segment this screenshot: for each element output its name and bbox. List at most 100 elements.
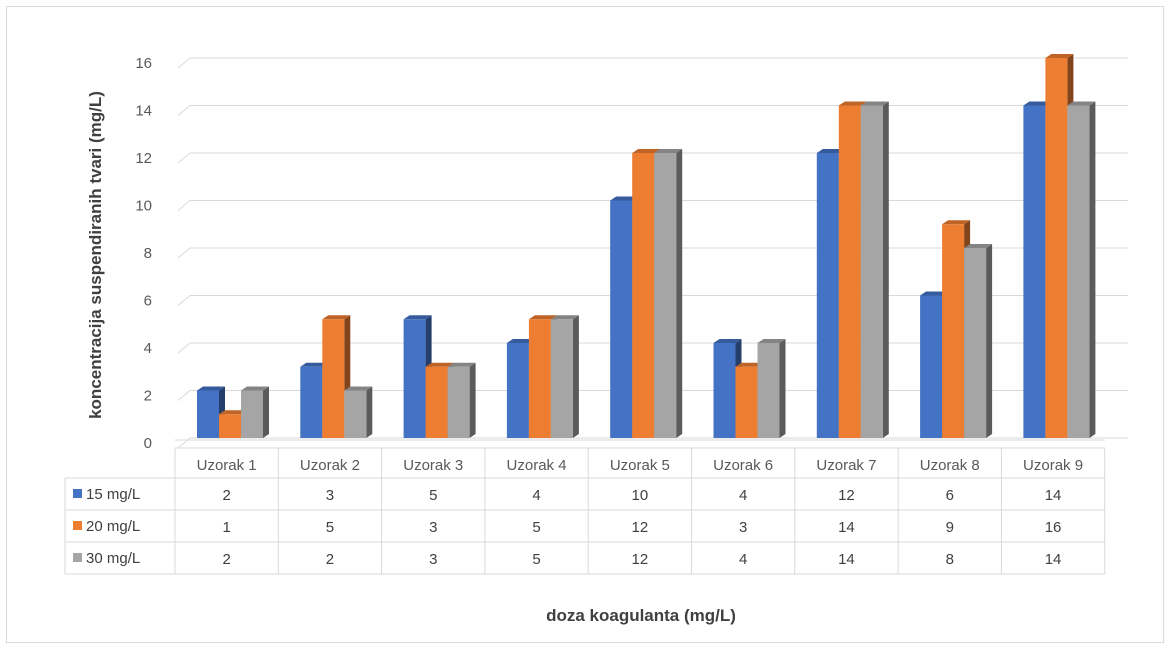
y-tick-label: 12 [135, 150, 152, 167]
data-value: 3 [429, 551, 437, 568]
bar-front [942, 224, 965, 438]
x-axis-title: doza koagulanta (mg/L) [546, 606, 736, 625]
bar-front [920, 295, 943, 438]
bar-top [1023, 101, 1052, 106]
y-tick-label: 10 [135, 198, 152, 215]
bar-top [816, 149, 845, 153]
bar-top [506, 339, 535, 343]
bar [344, 386, 373, 438]
bar-front [860, 105, 883, 438]
data-value: 4 [532, 487, 540, 504]
bar-top [550, 315, 579, 320]
data-value: 12 [632, 551, 649, 568]
bar-side [1089, 101, 1096, 438]
bar-front [241, 390, 263, 438]
category-label: Uzorak 6 [713, 457, 773, 474]
data-value: 8 [946, 551, 954, 568]
y-tick-label: 2 [144, 388, 152, 405]
bar-top [300, 362, 329, 367]
data-value: 16 [1045, 519, 1062, 536]
bars [197, 54, 1096, 438]
data-value: 10 [632, 487, 649, 504]
bar-front [1045, 58, 1068, 438]
bar-side [469, 362, 476, 438]
data-value: 3 [739, 519, 747, 536]
data-value: 14 [838, 519, 855, 536]
legend-key [73, 521, 82, 530]
bar-top [964, 244, 993, 248]
bar-front [447, 366, 470, 438]
legend-key [73, 553, 82, 562]
data-value: 5 [532, 551, 540, 568]
y-tick-label: 16 [135, 55, 152, 72]
gridline-depth [177, 200, 191, 211]
data-value: 2 [326, 551, 334, 568]
bar-side [986, 244, 993, 438]
bar-front [816, 153, 839, 438]
bar [550, 315, 579, 438]
bar-top [838, 101, 867, 106]
data-value: 2 [222, 551, 230, 568]
legend-key [73, 489, 82, 498]
bar-top [654, 149, 683, 153]
category-label: Uzorak 2 [300, 457, 360, 474]
bar [447, 362, 476, 438]
y-tick-label: 0 [144, 435, 152, 452]
bar-top [860, 101, 889, 106]
bar-top [632, 149, 661, 153]
data-table: Uzorak 1 Uzorak 2 Uzorak 3 Uzorak 4 Uzorak 5… [64, 447, 1106, 575]
bar-top [942, 220, 971, 225]
bar-top [735, 362, 764, 367]
bar-top [344, 386, 373, 391]
data-value: 2 [222, 487, 230, 504]
bar-front [757, 343, 780, 438]
bar-front [506, 343, 529, 438]
category-label: Uzorak 1 [197, 457, 257, 474]
bar-top [219, 410, 247, 415]
bar-front [632, 153, 655, 438]
data-value: 14 [1045, 551, 1062, 568]
data-value: 3 [429, 519, 437, 536]
bar-front [528, 319, 551, 438]
series-name: 15 mg/L [86, 486, 140, 503]
bar-top [757, 339, 786, 343]
bar-top [920, 291, 949, 296]
series-name: 20 mg/L [86, 518, 140, 535]
bar-side [263, 386, 269, 438]
category-label: Uzorak 9 [1023, 457, 1083, 474]
bar-top [241, 386, 269, 391]
data-value: 5 [326, 519, 334, 536]
bar [757, 339, 786, 438]
bar-front [610, 200, 633, 438]
gridline-depth [177, 152, 191, 164]
bar-front [838, 105, 861, 438]
data-value: 9 [946, 519, 954, 536]
bar-side [779, 339, 786, 438]
data-value: 5 [532, 519, 540, 536]
category-label: Uzorak 7 [816, 457, 876, 474]
bar-front [300, 366, 323, 438]
bar-side [882, 101, 889, 438]
bar [654, 149, 683, 438]
bar-front [197, 390, 219, 438]
data-value: 1 [222, 519, 230, 536]
data-value: 6 [946, 487, 954, 504]
data-value: 12 [838, 487, 855, 504]
bar-top [528, 315, 557, 320]
category-label: Uzorak 3 [403, 457, 463, 474]
bar-top [403, 315, 432, 320]
y-tick-label: 8 [144, 245, 152, 262]
y-axis-title: koncentracija suspendiranih tvari (mg/L) [86, 91, 105, 419]
bar-front [550, 319, 573, 438]
data-value: 14 [838, 551, 855, 568]
gridline-depth [177, 105, 191, 116]
bar-side [366, 386, 373, 438]
bar-front [735, 366, 758, 438]
bar-front [1023, 105, 1046, 438]
bar-side [676, 149, 683, 438]
bar-front [322, 319, 345, 438]
data-value: 5 [429, 487, 437, 504]
bar-side [572, 315, 579, 438]
bar-front [964, 248, 987, 438]
data-value: 4 [739, 551, 747, 568]
